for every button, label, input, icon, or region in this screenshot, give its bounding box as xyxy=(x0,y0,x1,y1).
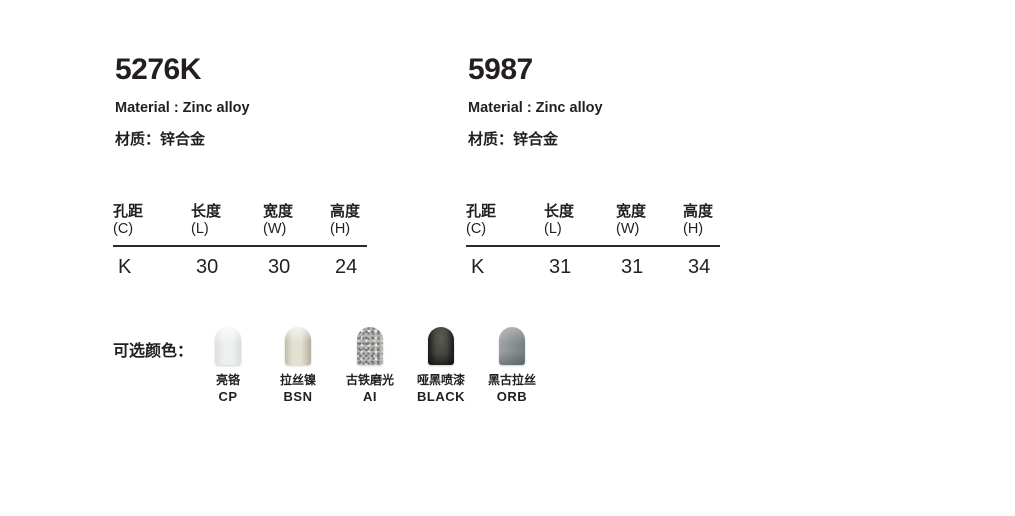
spec-table-header: 孔距 (C) 长度 (L) 宽度 (W) 高度 (H) xyxy=(113,203,367,248)
spec-header-height: 高度 (H) xyxy=(330,203,361,237)
finish-option-cp: 亮铬 CP xyxy=(186,325,270,405)
product-card-5276k: 5276K Material : Zinc alloy 材质：锌合金 孔距 (C… xyxy=(113,53,415,295)
finish-code: AI xyxy=(363,388,377,404)
spec-header-length: 长度 (L) xyxy=(544,203,575,237)
spec-table-row: K 31 31 34 xyxy=(466,247,720,279)
spec-table-row: K 30 30 24 xyxy=(113,247,367,279)
finish-option-ai: 古铁磨光 AI xyxy=(328,325,412,405)
spec-value-hole-distance: K xyxy=(471,256,485,279)
finish-name-cn: 古铁磨光 xyxy=(345,373,394,387)
product-model: 5987 xyxy=(468,53,533,86)
finish-swatch-bsn xyxy=(285,327,311,365)
finish-swatch-orb xyxy=(499,327,525,365)
spec-header-length: 长度 (L) xyxy=(191,203,222,237)
finishes-section: 可选颜色： 亮铬 CP 拉丝镍 BSN 古铁磨光 AI 哑黑喷漆 BLACK 黑… xyxy=(0,325,640,415)
finish-name-cn: 哑黑喷漆 xyxy=(416,373,465,387)
product-card-5987: 5987 Material : Zinc alloy 材质：锌合金 孔距 (C)… xyxy=(466,53,768,295)
finish-option-bsn: 拉丝镍 BSN xyxy=(256,325,340,405)
finish-swatch-black xyxy=(428,327,454,365)
spec-value-width: 31 xyxy=(621,256,644,279)
spec-value-length: 31 xyxy=(549,256,572,279)
spec-table-header: 孔距 (C) 长度 (L) 宽度 (W) 高度 (H) xyxy=(466,203,720,248)
finishes-label: 可选颜色： xyxy=(113,343,194,360)
product-model: 5276K xyxy=(115,53,201,86)
finish-option-orb: 黑古拉丝 ORB xyxy=(470,325,554,405)
spec-table: 孔距 (C) 长度 (L) 宽度 (W) 高度 (H) K 31 xyxy=(466,203,720,279)
material-en: Material : Zinc alloy xyxy=(115,100,250,116)
finish-code: BSN xyxy=(283,388,313,404)
spec-header-width: 宽度 (W) xyxy=(263,203,294,237)
finish-code: CP xyxy=(218,388,238,404)
spec-value-height: 34 xyxy=(688,256,711,279)
spec-header-height: 高度 (H) xyxy=(683,203,714,237)
finish-swatch-cp xyxy=(215,327,241,365)
spec-header-hole-distance: 孔距 (C) xyxy=(466,203,497,237)
spec-value-width: 30 xyxy=(268,256,291,279)
spec-table: 孔距 (C) 长度 (L) 宽度 (W) 高度 (H) K 30 xyxy=(113,203,367,279)
material-cn: 材质：锌合金 xyxy=(468,131,559,148)
finish-option-black: 哑黑喷漆 BLACK xyxy=(399,325,483,405)
spec-header-hole-distance: 孔距 (C) xyxy=(113,203,144,237)
spec-value-length: 30 xyxy=(196,256,219,279)
finish-code: BLACK xyxy=(417,388,465,404)
finish-swatch-ai xyxy=(357,327,383,365)
finish-name-cn: 黑古拉丝 xyxy=(487,373,536,387)
finish-code: ORB xyxy=(496,388,528,404)
finish-name-cn: 拉丝镍 xyxy=(279,373,316,387)
spec-value-height: 24 xyxy=(335,256,358,279)
material-en: Material : Zinc alloy xyxy=(468,100,603,116)
material-cn: 材质：锌合金 xyxy=(115,131,206,148)
spec-value-hole-distance: K xyxy=(118,256,132,279)
finish-name-cn: 亮铬 xyxy=(215,373,240,387)
spec-header-width: 宽度 (W) xyxy=(616,203,647,237)
